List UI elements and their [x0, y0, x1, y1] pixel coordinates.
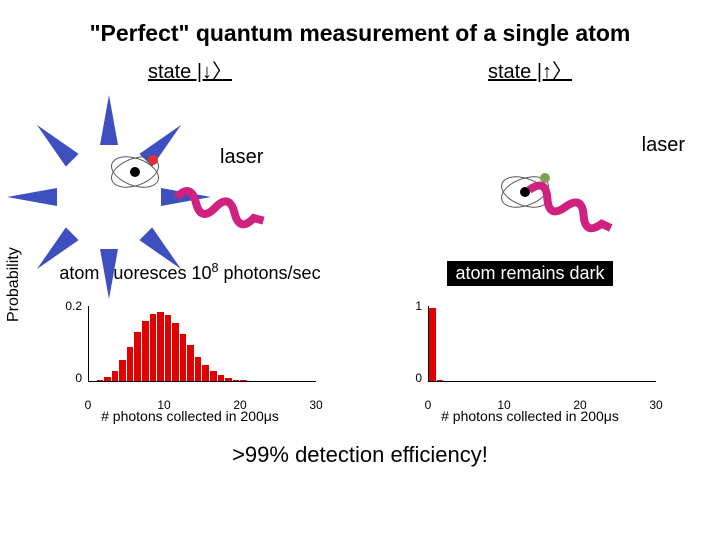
charts-row: Probability 0.200102030 # photons collec…	[30, 300, 690, 424]
x-axis-label-right: # photons collected in 200μs	[370, 408, 690, 424]
fluoresces-caption: atom fluoresces 108 photons/sec	[30, 261, 350, 284]
laser-label-right: laser	[642, 134, 685, 157]
dark-caption: atom remains dark	[447, 261, 612, 286]
state-columns: state |↓〉 laser atom fluoresces 108 phot…	[30, 55, 690, 286]
right-chart-wrap: 100102030 # photons collected in 200μs	[370, 300, 690, 424]
state-up-column: state |↑〉 laser atom remains dark	[370, 55, 690, 286]
state-up-label: state |↑〉	[370, 55, 690, 84]
efficiency-footer: >99% detection efficiency!	[30, 442, 690, 468]
slide-title: "Perfect" quantum measurement of a singl…	[30, 20, 690, 47]
dark-atom-diagram: laser	[370, 94, 690, 259]
dark-histogram: 100102030	[400, 300, 660, 410]
laser-label-left: laser	[220, 146, 263, 169]
state-down-column: state |↓〉 laser atom fluoresces 108 phot…	[30, 55, 350, 286]
left-chart-wrap: Probability 0.200102030 # photons collec…	[30, 300, 350, 424]
laser-beam-icon	[516, 170, 624, 249]
state-down-label: state |↓〉	[30, 55, 350, 84]
laser-beam-icon	[167, 177, 274, 242]
atom-icon	[100, 147, 170, 197]
fluorescence-histogram: 0.200102030	[60, 300, 320, 410]
x-axis-label-left: # photons collected in 200μs	[30, 408, 350, 424]
probability-axis-label: Probability	[5, 247, 23, 322]
fluorescing-atom-diagram: laser	[30, 94, 350, 259]
